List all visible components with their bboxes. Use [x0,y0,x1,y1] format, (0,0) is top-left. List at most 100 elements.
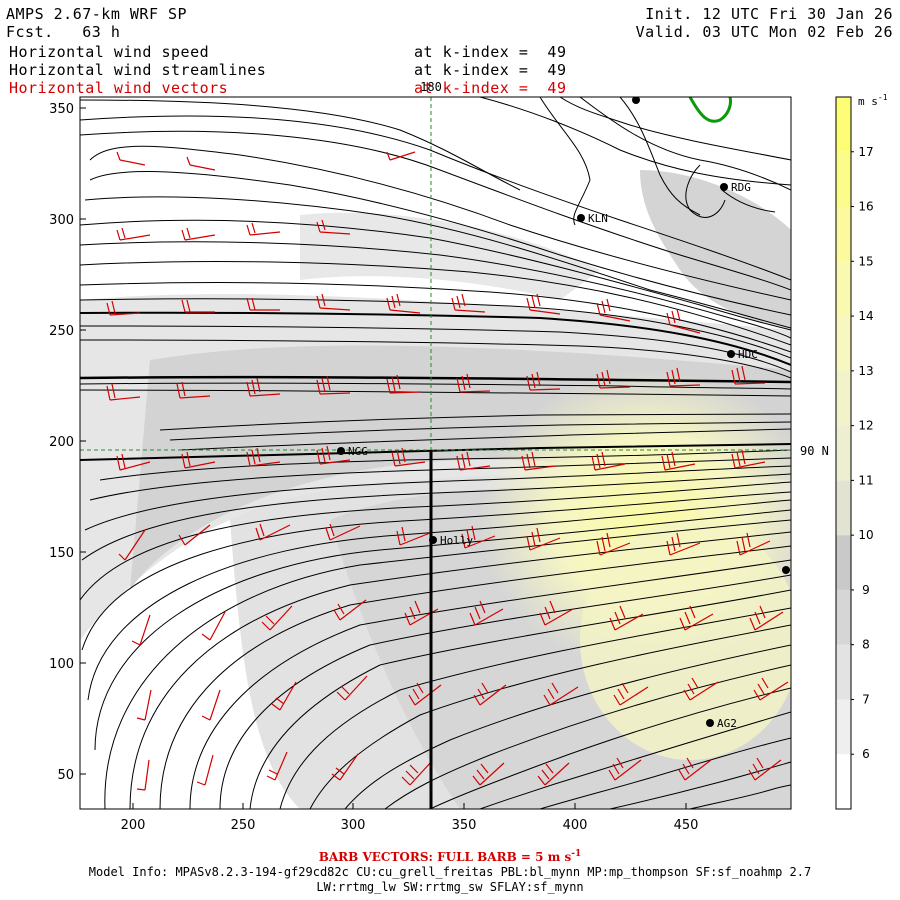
colorbar-frame [835,96,852,810]
forecast-hour: Fcst. 63 h [6,23,121,41]
y-axis: 50 100 150 200 250 300 350 [49,102,86,783]
colorbar-tick-label: 8 [862,638,870,652]
wind-barb [246,377,281,397]
streamline [80,130,791,291]
streamline [104,519,791,809]
colorbar-tick-label: 6 [862,747,870,761]
speed-max-yellow-2 [580,520,791,760]
wind-barb [473,682,507,706]
wind-barb [456,373,491,393]
colorbar-swatch [836,699,851,755]
barb-legend: BARB VECTORS: FULL BARB = 5 m s-1 [318,849,582,864]
colorbar-tick-label: 14 [858,309,873,323]
wind-barb [748,757,782,781]
streamline [84,465,791,531]
streamline [81,491,791,651]
wind-barb [472,762,505,786]
wind-barb [731,449,766,469]
streamline [159,545,791,809]
station-label-ngg: NGG [348,445,368,458]
y-tick-label: 250 [49,324,74,339]
field-name-speed: Horizontal wind speed [9,43,210,61]
wind-barb [666,367,701,387]
x-tick-label: 200 [121,818,146,833]
x-tick-label: 300 [341,818,366,833]
wind-barb [246,222,281,236]
model-title: AMPS 2.67-km WRF SP [6,5,188,23]
streamline [559,97,791,161]
colorbar-tick-label: 10 [858,528,873,542]
streamline [689,784,791,809]
streamline [80,241,791,339]
colorbar-swatch [836,316,851,371]
map-field: KLN RDG HDC NGG Holly AG2 [80,97,791,809]
station-dot-ngg [337,447,345,455]
wind-barb [316,219,351,235]
streamline [189,559,791,809]
colorbar-swatch [836,261,851,317]
wind-barb [186,156,216,171]
wind-barb [596,369,631,389]
streamline [539,737,791,809]
station-dot-hdc [727,350,735,358]
streamline [80,282,791,353]
wind-barb [333,599,367,621]
field-level-speed: at k-index = 49 [414,43,567,61]
station-dot-top [632,97,640,104]
wind-barb [526,293,561,315]
streamline [84,196,791,329]
station-label-hdc: HDC [738,348,758,361]
wind-barbs [106,151,789,791]
colorbar-tick-label: 12 [858,419,873,433]
colorbar-tick-label: 15 [858,254,873,268]
streamline [89,457,791,501]
wind-barb [543,682,579,706]
colorbar-tick-label: 17 [858,145,873,159]
station-dot-east [782,566,790,574]
streamline [80,339,791,379]
wind-barb [666,532,701,556]
streamline [99,449,791,481]
streamline [80,115,791,281]
colorbar: 6 7 8 9 10 11 12 13 14 15 16 17 [835,96,874,810]
streamline [81,473,791,561]
wind-barb [391,447,426,467]
streamline [80,260,791,346]
coastline [721,189,776,213]
wind-barb [749,605,784,631]
wind-barb [386,151,416,161]
wind-barb [386,293,421,314]
field-name-vectors: Horizontal wind vectors [9,79,229,97]
wind-barb [176,381,211,399]
station-label-holly: Holly [440,534,473,547]
colorbar-tick-label: 13 [858,364,873,378]
wind-barb [753,677,789,701]
streamline [159,413,791,431]
wind-barb [666,308,701,334]
x-tick-label: 400 [563,818,588,833]
wind-barb [451,293,486,313]
wind-barb [316,445,351,465]
lat-label: 90 N [800,444,829,458]
x-tick-label: 450 [674,818,699,833]
wind-barb [181,227,216,241]
field-name-streamlines: Horizontal wind streamlines [9,61,267,79]
wind-barb [181,451,216,469]
wind-barb [255,523,291,541]
wind-barb [316,293,351,311]
y-tick-label: 150 [49,546,74,561]
streamlines [80,97,791,809]
wind-barb [661,451,696,471]
wind-barb [401,760,433,786]
station-label-rdg: RDG [731,181,751,194]
wind-barb [316,375,351,395]
wind-barb [469,600,504,626]
streamline [89,171,791,316]
wind-map: KLN RDG HDC NGG Holly AG2 180 90 N 200 2… [49,80,888,833]
wind-barb [246,297,280,311]
wind-barb [118,529,146,561]
wind-barb [404,600,439,626]
wind-barb [731,365,766,385]
wind-barb [537,762,570,786]
map-frame [79,96,792,810]
